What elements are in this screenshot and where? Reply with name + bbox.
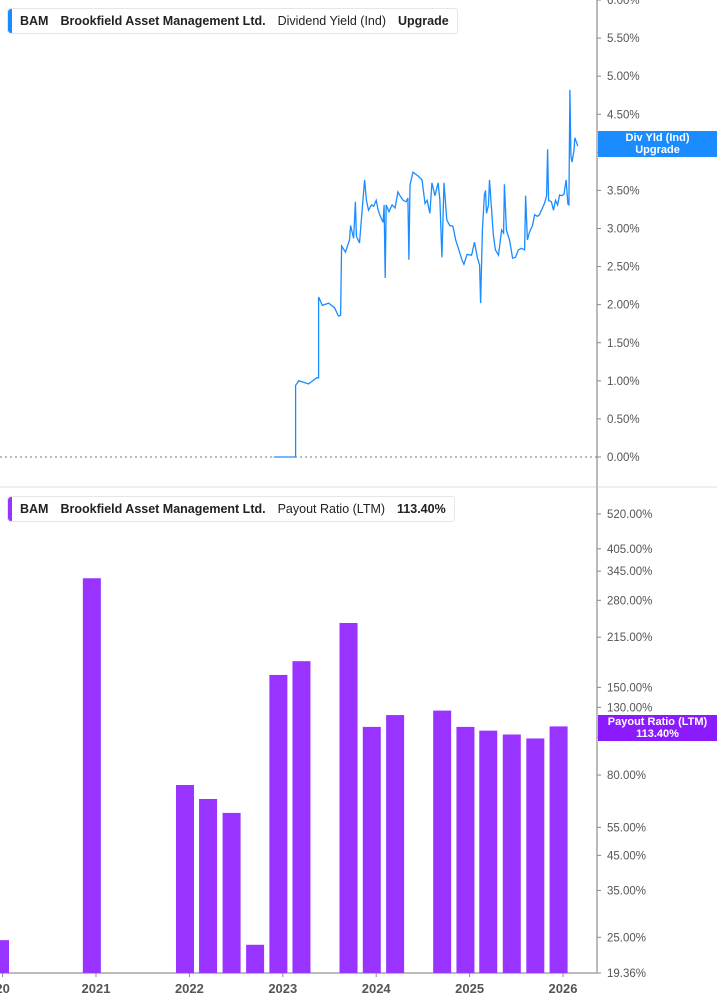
legend-metric: Payout Ratio (LTM) <box>277 502 386 516</box>
y-tick-label: 2.00% <box>607 300 640 312</box>
payout-bar <box>456 726 475 973</box>
y-tick-label: 4.50% <box>607 109 640 121</box>
payout-bar <box>0 940 9 973</box>
x-tick-label: 2022 <box>175 981 204 996</box>
tag-label: Payout Ratio (LTM) <box>607 716 708 728</box>
y-tick-label: 1.00% <box>607 376 640 388</box>
y-tick-label: 1.50% <box>607 338 640 350</box>
payout-bar <box>339 622 358 973</box>
payout-bar <box>175 785 194 973</box>
legend-color-marker <box>8 9 12 33</box>
y-tick-label: 55.00% <box>607 822 646 834</box>
payout-bar <box>502 734 521 973</box>
tag-value: Upgrade <box>635 144 680 156</box>
tag-label: Div Yld (Ind) <box>625 132 690 144</box>
y-tick-label: 405.00% <box>607 544 652 556</box>
y-tick-label: 80.00% <box>607 770 646 782</box>
y-tick-label: 345.00% <box>607 566 652 578</box>
y-tick-label: 3.50% <box>607 185 640 197</box>
y-tick-label: 35.00% <box>607 885 646 897</box>
y-tick-label: 25.00% <box>607 932 646 944</box>
x-tick-label: 2021 <box>82 981 111 996</box>
y-tick-label: 45.00% <box>607 850 646 862</box>
y-tick-label: 5.00% <box>607 71 640 83</box>
payout-bar <box>433 710 452 973</box>
legend-ticker: BAM <box>20 14 49 28</box>
payout-bar <box>479 730 498 973</box>
payout-bar <box>362 726 381 973</box>
y-tick-label: 19.36% <box>607 968 646 980</box>
payout-bar <box>82 578 101 973</box>
payout-bar <box>222 812 241 973</box>
legend-color-marker <box>8 497 12 521</box>
legend-value: 113.40% <box>397 502 446 516</box>
yield-current-tag: Div Yld (Ind) Upgrade <box>598 131 717 157</box>
x-tick-label: 2023 <box>268 981 297 996</box>
x-tick-label: 2024 <box>362 981 392 996</box>
tag-value: 113.40% <box>636 728 679 740</box>
y-tick-label: 0.50% <box>607 414 640 426</box>
y-tick-label: 5.50% <box>607 33 640 45</box>
y-tick-label: 0.00% <box>607 452 640 464</box>
x-tick-label: 20 <box>0 981 10 996</box>
legend-ticker: BAM <box>20 502 49 516</box>
y-tick-label: 2.50% <box>607 262 640 274</box>
legend-company: Brookfield Asset Management Ltd. <box>60 502 266 516</box>
y-tick-label: 150.00% <box>607 682 652 694</box>
y-tick-label: 6.00% <box>607 0 640 7</box>
payout-bar <box>386 715 405 973</box>
payout-bar <box>549 726 568 973</box>
legend-metric: Dividend Yield (Ind) <box>277 14 386 28</box>
y-tick-label: 520.00% <box>607 509 652 521</box>
bottom-legend: BAM Brookfield Asset Management Ltd. Pay… <box>7 496 455 522</box>
payout-bar <box>526 738 545 973</box>
payout-bar <box>199 798 218 973</box>
top-legend: BAM Brookfield Asset Management Ltd. Div… <box>7 8 458 34</box>
x-tick-label: 2025 <box>455 981 484 996</box>
yield-series-line <box>273 89 579 458</box>
y-tick-label: 215.00% <box>607 632 652 644</box>
y-tick-label: 280.00% <box>607 595 652 607</box>
payout-current-tag: Payout Ratio (LTM) 113.40% <box>598 715 717 741</box>
legend-value-upgrade[interactable]: Upgrade <box>398 14 449 28</box>
y-tick-label: 3.00% <box>607 224 640 236</box>
payout-bar <box>246 944 265 973</box>
payout-bar <box>292 661 311 973</box>
payout-bar <box>269 674 288 973</box>
legend-company: Brookfield Asset Management Ltd. <box>60 14 266 28</box>
x-tick-label: 2026 <box>549 981 578 996</box>
y-tick-label: 130.00% <box>607 702 652 714</box>
